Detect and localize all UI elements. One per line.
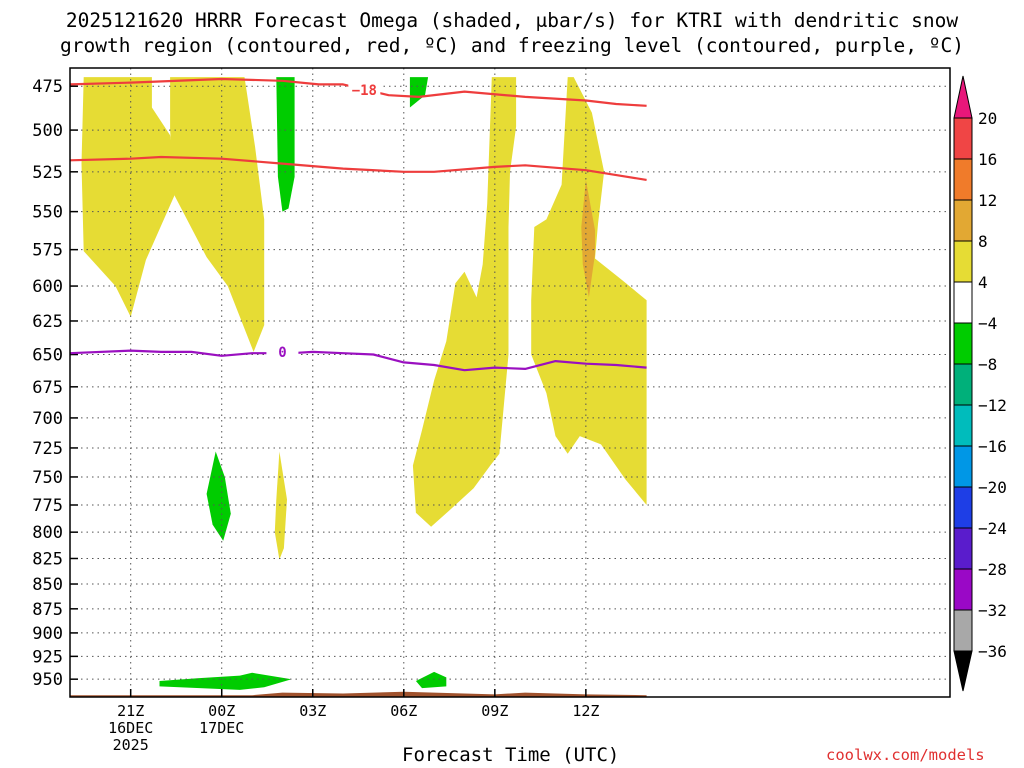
y-label-900: 900 (32, 624, 63, 644)
x-label-00Z-1: 17DEC (199, 719, 244, 737)
colorbar-label-9: −20 (978, 478, 1007, 497)
y-label-675: 675 (32, 378, 63, 398)
y-label-575: 575 (32, 241, 63, 261)
y-label-650: 650 (32, 346, 63, 366)
y-label-525: 525 (32, 163, 63, 183)
temperature-contours: −18 0 (70, 77, 647, 372)
x-label-12Z-0: 12Z (572, 702, 599, 720)
omega-region-5 (581, 179, 595, 298)
colorbar-box-2 (953, 199, 973, 242)
title-line-2: growth region (contoured, red, ºC) and f… (60, 34, 964, 57)
contour-label-2: 0 (278, 345, 286, 361)
y-label-700: 700 (32, 409, 63, 429)
x-label-21Z-2: 2025 (113, 736, 149, 754)
x-label-06Z-0: 06Z (390, 702, 417, 720)
colorbar-box-3 (953, 240, 973, 283)
colorbar-label-10: −24 (978, 519, 1007, 538)
colorbar-box-4 (953, 281, 973, 324)
x-label-03Z-0: 03Z (299, 702, 326, 720)
plot-frame (69, 67, 951, 698)
y-label-625: 625 (32, 312, 63, 332)
y-label-475: 475 (32, 77, 63, 97)
colorbar-label-7: −12 (978, 396, 1007, 415)
colorbar-box-8 (953, 445, 973, 488)
colorbar-box-0 (953, 117, 973, 160)
colorbar-label-11: −28 (978, 560, 1007, 579)
colorbar: 20 16 12 8 4 −4 −8 −12 −16 −20 −24 −28 −32 −36 (953, 75, 1007, 692)
x-label-21Z-1: 16DEC (108, 719, 153, 737)
contour-line-0 (70, 77, 647, 107)
y-label-500: 500 (32, 121, 63, 141)
contour-label-bg-2 (266, 344, 299, 358)
colorbar-box-12 (953, 609, 973, 652)
grid-lines (70, 68, 950, 697)
colorbar-label-1: 16 (978, 150, 997, 169)
contour-label-bg-0 (348, 82, 381, 96)
y-label-950: 950 (32, 670, 63, 690)
y-label-725: 725 (32, 439, 63, 459)
omega-region-8 (206, 451, 231, 541)
y-label-550: 550 (32, 203, 63, 223)
colorbar-bottom-arrow (953, 650, 973, 692)
colorbar-top-arrow (953, 75, 973, 119)
omega-region-9 (159, 672, 292, 690)
colorbar-box-5 (953, 322, 973, 365)
colorbar-box-9 (953, 486, 973, 529)
omega-region-0 (81, 77, 180, 317)
y-label-600: 600 (32, 277, 63, 297)
y-label-825: 825 (32, 549, 63, 569)
omega-region-11 (70, 691, 647, 697)
colorbar-label-5: −4 (978, 314, 997, 333)
omega-region-6 (276, 77, 295, 212)
x-label-21Z-0: 21Z (117, 702, 144, 720)
x-axis-title: Forecast Time (UTC) (402, 744, 620, 766)
x-label-00Z-0: 00Z (208, 702, 235, 720)
colorbar-label-4: 4 (978, 273, 988, 292)
y-label-750: 750 (32, 468, 63, 488)
colorbar-label-2: 12 (978, 191, 997, 210)
colorbar-label-12: −32 (978, 601, 1007, 620)
contour-line-2 (70, 349, 647, 372)
y-label-850: 850 (32, 575, 63, 595)
colorbar-label-8: −16 (978, 437, 1007, 456)
colorbar-label-6: −8 (978, 355, 997, 374)
y-label-875: 875 (32, 600, 63, 620)
credit-link[interactable]: coolwx.com/models (826, 746, 985, 764)
pressure-axis-labels: 475 500 525 550 575 600 625 650 675 700 725 750 775 8… (32, 77, 63, 690)
y-label-800: 800 (32, 523, 63, 543)
colorbar-label-0: 20 (978, 109, 997, 128)
contour-line-1 (70, 155, 647, 181)
y-label-925: 925 (32, 647, 63, 667)
contour-label-0: −18 (352, 83, 377, 99)
colorbar-box-7 (953, 404, 973, 447)
y-label-775: 775 (32, 496, 63, 516)
colorbar-box-11 (953, 568, 973, 611)
omega-region-1 (170, 77, 265, 352)
colorbar-box-6 (953, 363, 973, 406)
omega-shaded-regions (70, 77, 647, 697)
omega-region-7 (409, 77, 429, 108)
omega-region-4 (274, 451, 287, 560)
x-label-09Z-0: 09Z (481, 702, 508, 720)
chart-title: 2025121620 HRRR Forecast Omega (shaded, … (0, 8, 1024, 58)
title-line-1: 2025121620 HRRR Forecast Omega (shaded, … (65, 9, 959, 32)
colorbar-label-13: −36 (978, 642, 1007, 661)
colorbar-box-10 (953, 527, 973, 570)
omega-region-2 (412, 77, 517, 527)
omega-region-10 (415, 671, 447, 689)
colorbar-label-3: 8 (978, 232, 988, 251)
colorbar-box-1 (953, 158, 973, 201)
